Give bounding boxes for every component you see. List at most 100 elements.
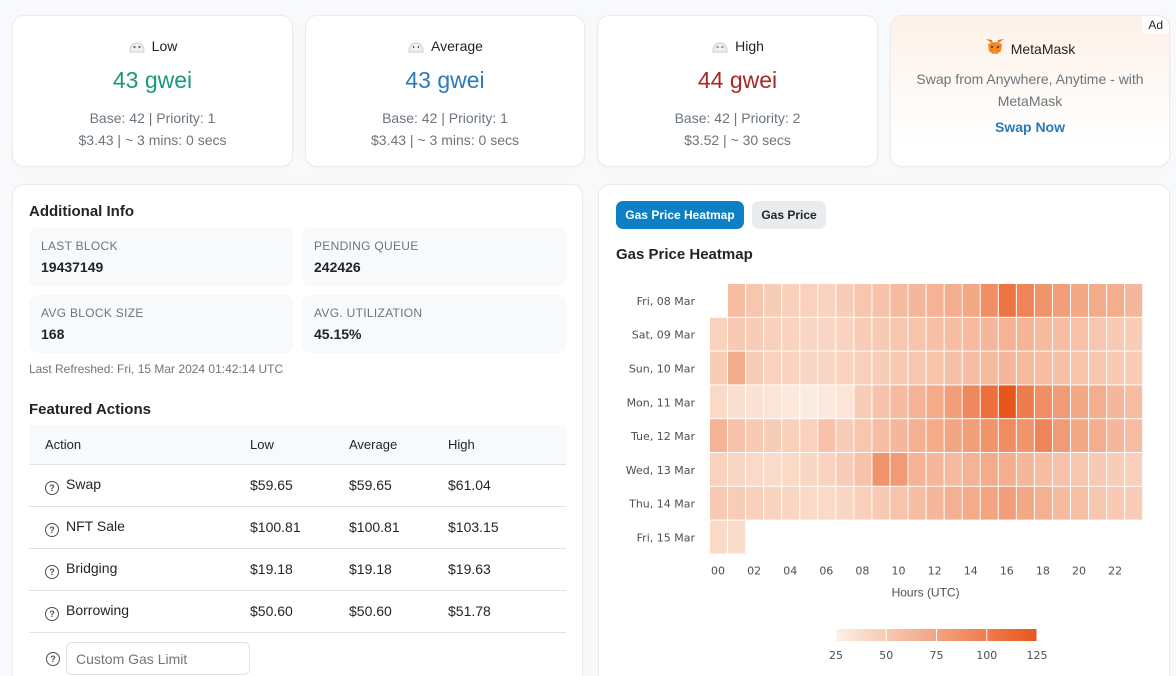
heatmap-cell[interactable] [962,284,980,317]
heatmap-cell[interactable] [782,385,800,419]
heatmap-cell[interactable] [872,419,890,452]
heatmap-cell[interactable] [890,419,908,452]
heatmap-cell[interactable] [710,385,728,419]
heatmap-cell[interactable] [1071,385,1089,419]
heatmap-cell[interactable] [908,419,926,452]
question-icon[interactable]: ? [45,606,59,621]
heatmap-cell[interactable] [1089,284,1107,317]
heatmap-cell[interactable] [818,317,836,351]
heatmap-cell[interactable] [818,453,836,486]
heatmap-cell[interactable] [800,453,818,486]
heatmap-cell[interactable] [800,419,818,452]
heatmap-cell[interactable] [998,351,1016,385]
heatmap-cell[interactable] [1107,351,1125,385]
heatmap-cell[interactable] [710,317,728,351]
heatmap-cell[interactable] [1125,351,1143,385]
heatmap-cell[interactable] [746,385,764,419]
heatmap-cell[interactable] [800,317,818,351]
heatmap-cell[interactable] [944,486,962,520]
heatmap-cell[interactable] [1071,453,1089,486]
question-icon[interactable]: ? [45,480,59,495]
heatmap-cell[interactable] [836,385,854,419]
heatmap-cell[interactable] [800,385,818,419]
heatmap-cell[interactable] [728,317,746,351]
heatmap-cell[interactable] [782,453,800,486]
heatmap-cell[interactable] [926,453,944,486]
heatmap-cell[interactable] [818,385,836,419]
heatmap-cell[interactable] [1089,486,1107,520]
heatmap-cell[interactable] [944,385,962,419]
heatmap-cell[interactable] [836,317,854,351]
heatmap-cell[interactable] [782,317,800,351]
heatmap-cell[interactable] [1052,385,1070,419]
heatmap-cell[interactable] [854,317,872,351]
heatmap-cell[interactable] [1016,284,1034,317]
heatmap-cell[interactable] [782,351,800,385]
heatmap-cell[interactable] [908,284,926,317]
heatmap-cell[interactable] [998,385,1016,419]
heatmap-cell[interactable] [764,486,782,520]
heatmap-cell[interactable] [980,317,998,351]
heatmap-cell[interactable] [1107,385,1125,419]
heatmap-cell[interactable] [1107,419,1125,452]
heatmap-cell[interactable] [908,351,926,385]
heatmap-cell[interactable] [764,284,782,317]
heatmap-cell[interactable] [1071,419,1089,452]
heatmap-cell[interactable] [800,284,818,317]
heatmap-cell[interactable] [782,419,800,452]
heatmap-cell[interactable] [998,486,1016,520]
heatmap-cell[interactable] [1089,351,1107,385]
heatmap-cell[interactable] [1107,317,1125,351]
heatmap-cell[interactable] [1089,317,1107,351]
heatmap-cell[interactable] [890,486,908,520]
heatmap-cell[interactable] [998,453,1016,486]
heatmap-cell[interactable] [1016,385,1034,419]
heatmap-cell[interactable] [926,385,944,419]
heatmap-cell[interactable] [908,317,926,351]
heatmap-cell[interactable] [728,351,746,385]
heatmap-cell[interactable] [1052,453,1070,486]
heatmap-cell[interactable] [980,385,998,419]
heatmap-cell[interactable] [1052,486,1070,520]
heatmap-cell[interactable] [728,385,746,419]
heatmap-cell[interactable] [962,453,980,486]
heatmap-cell[interactable] [890,284,908,317]
heatmap-cell[interactable] [872,317,890,351]
heatmap-cell[interactable] [818,351,836,385]
heatmap-cell[interactable] [764,351,782,385]
heatmap-cell[interactable] [1016,419,1034,452]
heatmap-cell[interactable] [1016,486,1034,520]
heatmap-cell[interactable] [962,317,980,351]
heatmap-cell[interactable] [926,351,944,385]
heatmap-cell[interactable] [746,486,764,520]
heatmap-cell[interactable] [980,351,998,385]
heatmap-cell[interactable] [854,419,872,452]
heatmap-cell[interactable] [962,486,980,520]
heatmap-cell[interactable] [890,385,908,419]
heatmap-cell[interactable] [1016,317,1034,351]
heatmap-cell[interactable] [854,284,872,317]
heatmap-cell[interactable] [1034,486,1052,520]
heatmap-cell[interactable] [926,317,944,351]
heatmap-cell[interactable] [818,419,836,452]
heatmap-cell[interactable] [1107,284,1125,317]
heatmap-cell[interactable] [764,317,782,351]
heatmap-cell[interactable] [944,419,962,452]
heatmap-cell[interactable] [1125,486,1143,520]
heatmap-cell[interactable] [1052,351,1070,385]
heatmap-cell[interactable] [1071,486,1089,520]
heatmap-cell[interactable] [710,520,728,554]
heatmap-cell[interactable] [854,486,872,520]
heatmap-cell[interactable] [1089,453,1107,486]
heatmap-cell[interactable] [1071,351,1089,385]
heatmap-cell[interactable] [872,351,890,385]
heatmap-cell[interactable] [854,351,872,385]
heatmap-cell[interactable] [836,284,854,317]
heatmap-cell[interactable] [1034,453,1052,486]
heatmap-cell[interactable] [1016,351,1034,385]
heatmap-cell[interactable] [836,351,854,385]
tab-gas-price-heatmap[interactable]: Gas Price Heatmap [616,201,744,229]
heatmap-cell[interactable] [1125,453,1143,486]
heatmap-cell[interactable] [728,284,746,317]
question-icon[interactable]: ? [46,652,60,666]
